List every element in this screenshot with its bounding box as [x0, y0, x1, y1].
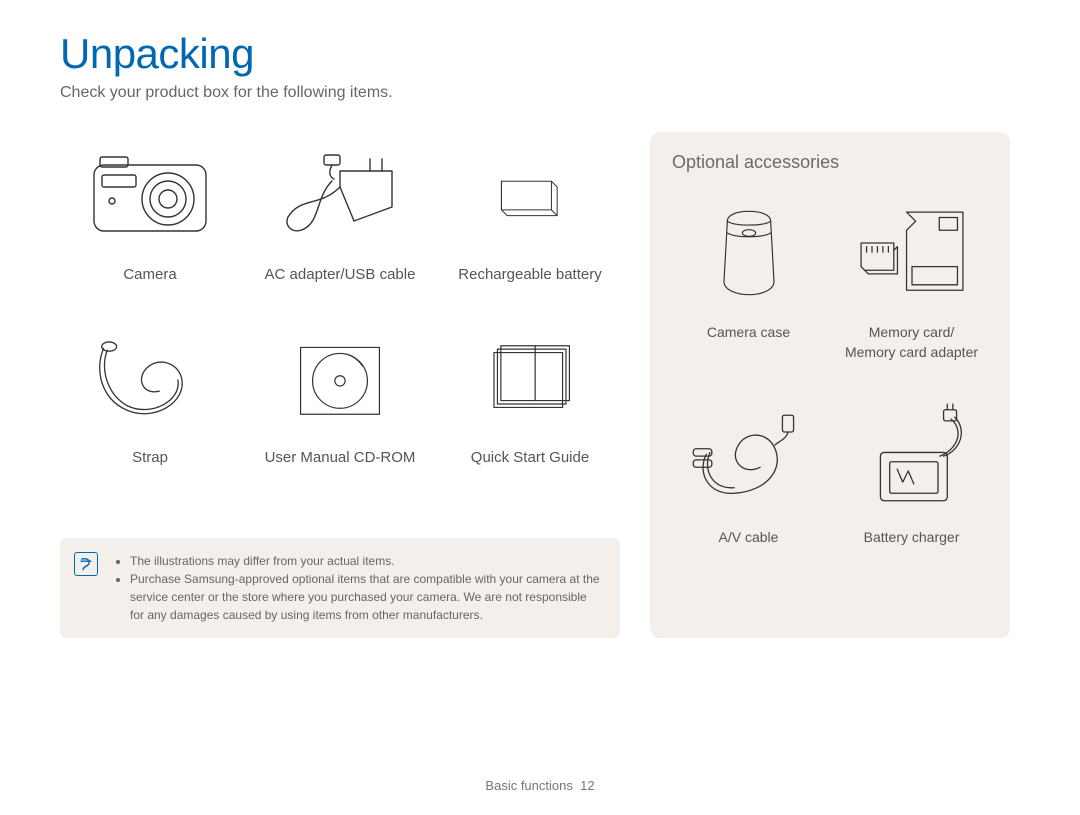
page-title: Unpacking	[60, 30, 1020, 78]
quickstart-icon	[460, 325, 600, 435]
optional-label: Camera case	[707, 323, 790, 343]
note-list: The illustrations may differ from your a…	[114, 552, 602, 624]
item-label: Rechargeable battery	[458, 264, 601, 285]
footer: Basic functions 12	[0, 778, 1080, 793]
content-row: Camera AC adapter/USB cable	[60, 132, 1020, 638]
strap-icon	[80, 325, 220, 435]
item-label: Camera	[123, 264, 176, 285]
optional-label: Battery charger	[864, 528, 960, 548]
optional-memory-card: Memory card/ Memory card adapter	[835, 193, 988, 362]
av-cable-icon	[684, 398, 814, 518]
optional-camera-case: Camera case	[672, 193, 825, 362]
item-battery: Rechargeable battery	[440, 142, 620, 285]
camera-icon	[80, 142, 220, 252]
note-box: The illustrations may differ from your a…	[60, 538, 620, 638]
optional-label: Memory card/ Memory card adapter	[845, 323, 978, 362]
item-quickstart: Quick Start Guide	[440, 325, 620, 468]
optional-grid: Camera case Memory card/ Memory card ada…	[672, 193, 988, 548]
item-label: User Manual CD-ROM	[265, 447, 416, 468]
item-label: Quick Start Guide	[471, 447, 589, 468]
battery-icon	[460, 142, 600, 252]
footer-page: 12	[580, 778, 594, 793]
optional-label: A/V cable	[719, 528, 779, 548]
item-label: Strap	[132, 447, 168, 468]
optional-av-cable: A/V cable	[672, 398, 825, 548]
battery-charger-icon	[847, 398, 977, 518]
memory-card-icon	[847, 193, 977, 313]
footer-section: Basic functions	[485, 778, 572, 793]
note-bullet: The illustrations may differ from your a…	[130, 552, 602, 570]
item-ac-adapter: AC adapter/USB cable	[250, 142, 430, 285]
page-subtitle: Check your product box for the following…	[60, 84, 1020, 102]
note-icon	[74, 552, 98, 576]
optional-accessories-box: Optional accessories Camera case	[650, 132, 1010, 638]
ac-adapter-icon	[270, 142, 410, 252]
item-camera: Camera	[60, 142, 240, 285]
item-cdrom: User Manual CD-ROM	[250, 325, 430, 468]
item-strap: Strap	[60, 325, 240, 468]
optional-battery-charger: Battery charger	[835, 398, 988, 548]
included-items-grid: Camera AC adapter/USB cable	[60, 132, 620, 638]
camera-case-icon	[684, 193, 814, 313]
item-label: AC adapter/USB cable	[265, 264, 416, 285]
note-bullet: Purchase Samsung-approved optional items…	[130, 570, 602, 624]
cdrom-icon	[270, 325, 410, 435]
optional-title: Optional accessories	[672, 152, 988, 173]
